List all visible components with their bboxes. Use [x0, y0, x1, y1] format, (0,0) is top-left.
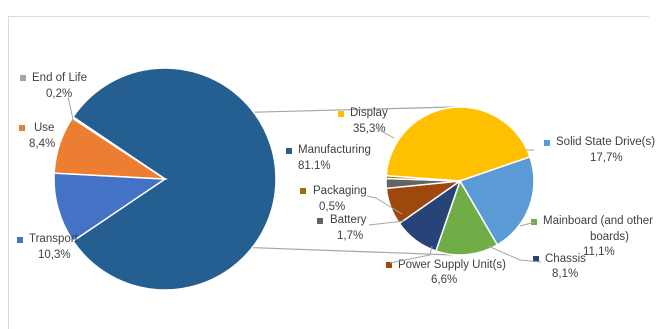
leader-chassis [487, 245, 542, 263]
label-value-solid-state-drive-s: 17,7% [590, 152, 623, 164]
pie-slice-packaging [385, 174, 461, 182]
label-value-display: 35,3% [353, 123, 386, 135]
label-value-transport: 10,3% [38, 249, 71, 261]
label-value-mainboard-and-other-boards: 11,1% [583, 246, 615, 258]
label-display: Display 35,3% [338, 107, 388, 135]
label-manufacturing: Manufacturing 81.1% [286, 144, 371, 172]
label-value-battery: 1,7% [337, 230, 363, 242]
label-name-display: Display [350, 107, 388, 119]
leader-power-supply [389, 245, 433, 264]
label-name-mainboard-and-other-boards: Mainboard (and other boards) [543, 215, 653, 243]
leader-battery [368, 220, 405, 226]
label-marker-end-of-life [20, 75, 26, 81]
label-name-power-supply-unit-s: Power Supply Unit(s) [398, 259, 506, 271]
label-value-chassis: 8,1% [552, 268, 578, 280]
pie-slice-solid-state-drive-s [458, 155, 535, 246]
label-packaging: Packaging 0,5% [300, 185, 367, 213]
label-solid-state-drive-s: Solid State Drive(s) 17,7% [544, 136, 655, 164]
pie-slice-manufacturing [71, 67, 277, 291]
label-end-of-life: End of Life 0,2% [20, 72, 87, 100]
leader-mainboard [519, 221, 536, 227]
label-marker-packaging [300, 188, 306, 194]
label-value-manufacturing: 81.1% [298, 160, 331, 172]
label-mainboard-and-other-boards: Mainboard (and other boards) 11,1% [531, 215, 653, 258]
label-marker-chassis [533, 256, 539, 262]
label-transport: Transport 10,3% [17, 233, 79, 261]
label-marker-power-supply-unit-s [386, 262, 392, 268]
label-marker-use [19, 125, 25, 131]
label-name-chassis: Chassis [545, 253, 586, 265]
label-name-solid-state-drive-s: Solid State Drive(s) [556, 136, 655, 148]
frame-border-top [8, 16, 649, 17]
leader-display [375, 127, 395, 139]
label-name-end-of-life: End of Life [32, 72, 87, 84]
pie-slice-transport [53, 172, 168, 243]
label-marker-battery [317, 218, 323, 224]
frame-border-left [8, 16, 9, 329]
label-value-packaging: 0,5% [319, 201, 345, 213]
label-name-manufacturing: Manufacturing [298, 144, 371, 156]
label-value-use: 8,4% [29, 138, 55, 150]
label-name-use: Use [34, 122, 54, 134]
label-marker-display [338, 111, 344, 117]
label-use: Use 8,4% [19, 122, 55, 150]
label-value-end-of-life: 0,2% [46, 88, 72, 100]
label-marker-transport [17, 237, 23, 243]
pie-slice-mainboard-and-other-boards [434, 179, 499, 256]
label-marker-manufacturing [286, 148, 292, 154]
label-name-battery: Battery [330, 214, 367, 226]
label-power-supply-unit-s: Power Supply Unit(s) 6,6% [386, 259, 506, 286]
leader-end-of-life [67, 96, 75, 125]
pie-slice-display [385, 106, 531, 182]
label-marker-solid-state-drive-s [544, 140, 550, 146]
label-battery: Battery 1,7% [317, 214, 367, 242]
label-name-packaging: Packaging [313, 185, 367, 197]
leader-packaging [366, 195, 403, 215]
label-name-transport: Transport [29, 233, 79, 245]
label-chassis: Chassis 8,1% [533, 253, 586, 280]
label-value-power-supply-unit-s: 6,6% [431, 274, 457, 286]
